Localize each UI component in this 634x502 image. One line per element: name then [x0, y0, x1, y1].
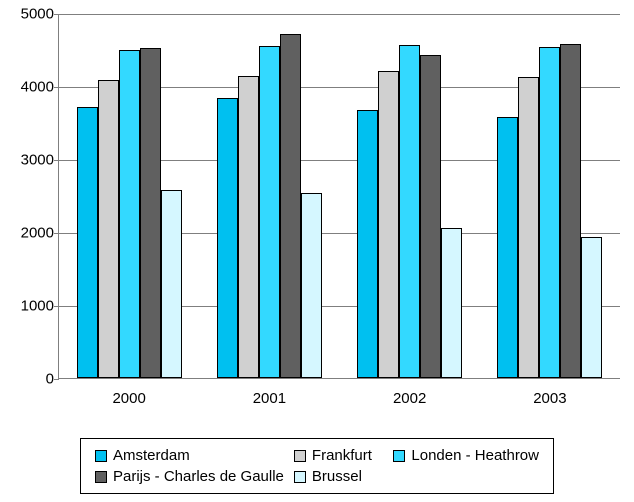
bar-group: 2000: [59, 14, 199, 378]
legend-item: Londen - Heathrow: [393, 447, 539, 464]
bar: [420, 55, 441, 378]
x-axis-label: 2001: [253, 390, 286, 407]
y-tick-label: 4000: [8, 79, 54, 96]
bar-group: 2002: [340, 14, 480, 378]
y-tick-mark: [54, 160, 59, 161]
bar: [497, 117, 518, 378]
y-tick-mark: [54, 379, 59, 380]
bar: [280, 34, 301, 378]
legend-swatch: [294, 450, 306, 462]
legend-item: Brussel: [294, 468, 384, 485]
bar: [259, 46, 280, 378]
x-axis-label: 2000: [112, 390, 145, 407]
bar: [357, 110, 378, 378]
legend-item: Parijs - Charles de Gaulle: [95, 468, 284, 485]
bar: [77, 107, 98, 378]
chart-frame: 010002000300040005000 2000200120022003: [8, 8, 626, 424]
x-axis-label: 2002: [393, 390, 426, 407]
legend-swatch: [95, 471, 107, 483]
legend-swatch: [95, 450, 107, 462]
y-tick-label: 5000: [8, 6, 54, 23]
bar-group: 2001: [199, 14, 339, 378]
plot-area: 2000200120022003: [58, 14, 620, 379]
legend-swatch: [294, 471, 306, 483]
bar: [560, 44, 581, 378]
y-tick-mark: [54, 14, 59, 15]
bar: [301, 193, 322, 378]
legend-swatch: [393, 450, 405, 462]
y-tick-label: 0: [8, 371, 54, 388]
y-tick-mark: [54, 233, 59, 234]
x-axis-label: 2003: [533, 390, 566, 407]
bar: [140, 48, 161, 378]
legend-label: Amsterdam: [113, 447, 190, 464]
bar: [441, 228, 462, 378]
legend-label: Brussel: [312, 468, 362, 485]
y-tick-label: 2000: [8, 225, 54, 242]
bar: [539, 47, 560, 378]
legend-item: Amsterdam: [95, 447, 284, 464]
bar: [378, 71, 399, 378]
y-tick-mark: [54, 87, 59, 88]
bar: [518, 77, 539, 378]
y-tick-mark: [54, 306, 59, 307]
bar-groups: 2000200120022003: [59, 14, 620, 378]
bar: [98, 80, 119, 378]
legend-label: Frankfurt: [312, 447, 372, 464]
legend-label: Londen - Heathrow: [411, 447, 539, 464]
y-axis: 010002000300040005000: [8, 8, 58, 383]
bar: [581, 237, 602, 378]
bar: [399, 45, 420, 378]
legend-item: Frankfurt: [294, 447, 384, 464]
bar: [217, 98, 238, 378]
legend: Amsterdam Frankfurt Londen - Heathrow Parij…: [80, 438, 554, 494]
bar-group: 2003: [480, 14, 620, 378]
bar: [119, 50, 140, 379]
y-tick-label: 1000: [8, 298, 54, 315]
bar: [238, 76, 259, 378]
y-tick-label: 3000: [8, 152, 54, 169]
chart-container: 010002000300040005000 2000200120022003 A…: [0, 0, 634, 502]
bar: [161, 190, 182, 378]
legend-label: Parijs - Charles de Gaulle: [113, 468, 284, 485]
